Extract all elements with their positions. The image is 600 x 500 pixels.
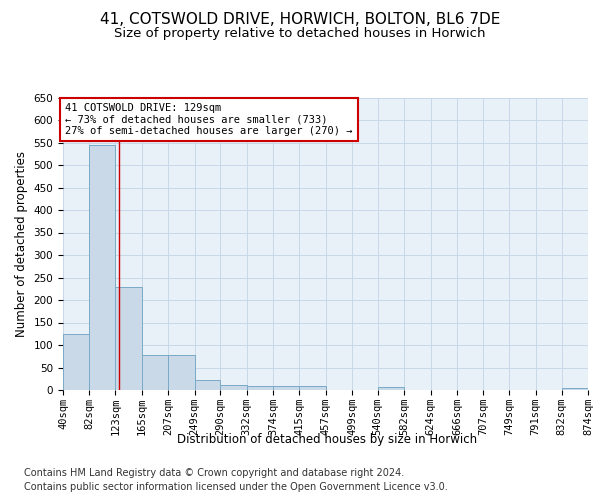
Text: 41 COTSWOLD DRIVE: 129sqm
← 73% of detached houses are smaller (733)
27% of semi: 41 COTSWOLD DRIVE: 129sqm ← 73% of detac… (65, 103, 352, 136)
Text: Contains HM Land Registry data © Crown copyright and database right 2024.: Contains HM Land Registry data © Crown c… (24, 468, 404, 477)
Bar (247, 386, 273, 390)
Bar (299, 386, 325, 390)
Bar (220, 384, 247, 390)
Bar (115, 286, 142, 390)
Text: Contains public sector information licensed under the Open Government Licence v3: Contains public sector information licen… (24, 482, 448, 492)
Bar (273, 386, 299, 390)
Text: Size of property relative to detached houses in Horwich: Size of property relative to detached ho… (114, 28, 486, 40)
Bar (168, 356, 194, 390)
Bar (142, 356, 168, 390)
Bar (378, 387, 404, 390)
Text: Distribution of detached houses by size in Horwich: Distribution of detached houses by size … (177, 432, 477, 446)
Text: 41, COTSWOLD DRIVE, HORWICH, BOLTON, BL6 7DE: 41, COTSWOLD DRIVE, HORWICH, BOLTON, BL6… (100, 12, 500, 28)
Bar (89, 145, 115, 390)
Bar (194, 380, 220, 390)
Bar (562, 388, 588, 390)
Bar (63, 334, 89, 390)
Y-axis label: Number of detached properties: Number of detached properties (15, 151, 28, 337)
